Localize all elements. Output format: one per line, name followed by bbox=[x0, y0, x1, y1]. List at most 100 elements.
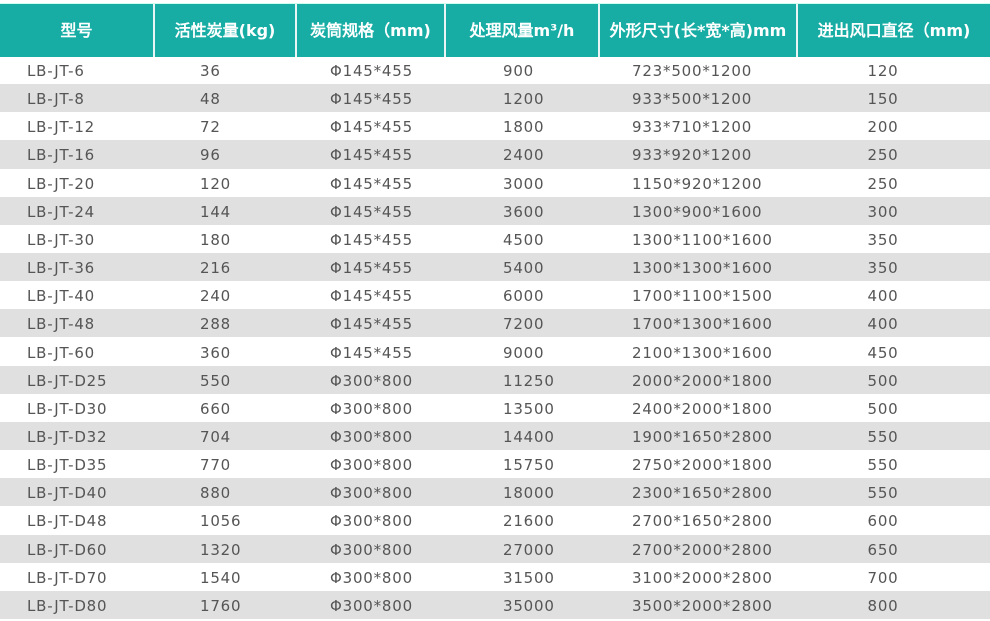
cell-carbon-amount: 180 bbox=[200, 230, 232, 249]
table-row: LB-JT-D32 704 Φ300*800 14400 1900*1650*2800 5… bbox=[0, 421, 990, 451]
cell-dimensions: 723*500*1200 bbox=[632, 62, 753, 80]
cell-model: LB-JT-40 bbox=[27, 287, 96, 306]
table-row: LB-JT-D35 770 Φ300*800 15750 2750*2000*1800 5… bbox=[0, 450, 990, 478]
cell-dimensions: 3100*2000*2800 bbox=[632, 568, 773, 587]
cell-model: LB-JT-16 bbox=[27, 146, 96, 165]
cell-dimensions: 3500*2000*2800 bbox=[632, 596, 773, 615]
cell-carbon-amount: 216 bbox=[200, 259, 232, 278]
cell-port-diameter: 800 bbox=[867, 596, 899, 615]
cell-cartridge-spec: Φ300*800 bbox=[330, 456, 413, 475]
cell-airflow: 15750 bbox=[503, 456, 555, 475]
cell-carbon-amount: 36 bbox=[200, 62, 221, 80]
cell-port-diameter: 350 bbox=[867, 259, 899, 278]
cell-airflow: 900 bbox=[503, 62, 535, 80]
cell-port-diameter: 350 bbox=[867, 230, 899, 249]
cell-port-diameter: 500 bbox=[867, 399, 899, 418]
cell-carbon-amount: 240 bbox=[200, 287, 232, 306]
cell-dimensions: 2750*2000*1800 bbox=[632, 456, 773, 475]
cell-dimensions: 1300*1300*1600 bbox=[632, 259, 773, 278]
cell-airflow: 4500 bbox=[503, 230, 545, 249]
cell-model: LB-JT-36 bbox=[27, 259, 96, 278]
cell-cartridge-spec: Φ145*455 bbox=[330, 174, 413, 193]
cell-airflow: 11250 bbox=[503, 371, 555, 390]
table-row: LB-JT-60 360 Φ145*455 9000 2100*1300*1600 450 bbox=[0, 338, 990, 366]
cell-cartridge-spec: Φ145*455 bbox=[330, 230, 413, 249]
cell-airflow: 14400 bbox=[503, 427, 555, 446]
cell-airflow: 31500 bbox=[503, 568, 555, 587]
cell-port-diameter: 250 bbox=[867, 174, 899, 193]
cell-carbon-amount: 550 bbox=[200, 371, 232, 390]
cell-airflow: 3000 bbox=[503, 174, 545, 193]
table-row: LB-JT-D80 1760 Φ300*800 35000 3500*2000*2800… bbox=[0, 590, 990, 619]
table-row: LB-JT-20 120 Φ145*455 3000 1150*920*1200 250 bbox=[0, 169, 990, 197]
cell-port-diameter: 650 bbox=[867, 540, 899, 559]
cell-cartridge-spec: Φ145*455 bbox=[330, 315, 413, 334]
cell-carbon-amount: 360 bbox=[200, 343, 232, 362]
cell-dimensions: 2100*1300*1600 bbox=[632, 343, 773, 362]
cell-port-diameter: 500 bbox=[867, 371, 899, 390]
cell-cartridge-spec: Φ145*455 bbox=[330, 62, 413, 80]
cell-cartridge-spec: Φ145*455 bbox=[330, 202, 413, 221]
cell-carbon-amount: 48 bbox=[200, 90, 221, 109]
cell-airflow: 35000 bbox=[503, 596, 555, 615]
cell-port-diameter: 550 bbox=[867, 484, 899, 503]
cell-dimensions: 2000*2000*1800 bbox=[632, 371, 773, 390]
table-row: LB-JT-D30 660 Φ300*800 13500 2400*2000*1800 5… bbox=[0, 394, 990, 422]
cell-model: LB-JT-20 bbox=[27, 174, 96, 193]
cell-port-diameter: 120 bbox=[867, 62, 899, 80]
cell-dimensions: 933*500*1200 bbox=[632, 90, 753, 109]
cell-model: LB-JT-D70 bbox=[27, 568, 108, 587]
cell-port-diameter: 550 bbox=[867, 427, 899, 446]
table-row: LB-JT-D70 1540 Φ300*800 31500 3100*2000*2800… bbox=[0, 563, 990, 591]
cell-dimensions: 1700*1100*1500 bbox=[632, 287, 773, 306]
table-row: LB-JT-D48 1056 Φ300*800 21600 2700*1650*2800… bbox=[0, 506, 990, 534]
cell-port-diameter: 550 bbox=[867, 456, 899, 475]
cell-airflow: 1200 bbox=[503, 90, 545, 109]
cell-carbon-amount: 880 bbox=[200, 484, 232, 503]
cell-model: LB-JT-30 bbox=[27, 230, 96, 249]
cell-model: LB-JT-D40 bbox=[27, 484, 108, 503]
cell-cartridge-spec: Φ300*800 bbox=[330, 484, 413, 503]
cell-carbon-amount: 704 bbox=[200, 427, 232, 446]
table-row: LB-JT-48 288 Φ145*455 7200 1700*1300*1600 400 bbox=[0, 309, 990, 338]
cell-airflow: 5400 bbox=[503, 259, 545, 278]
table-row: LB-JT-D25 550 Φ300*800 11250 2000*2000*1800 5… bbox=[0, 365, 990, 394]
cell-airflow: 6000 bbox=[503, 287, 545, 306]
cell-carbon-amount: 1760 bbox=[200, 596, 242, 615]
cell-model: LB-JT-D60 bbox=[27, 540, 108, 559]
cell-port-diameter: 300 bbox=[867, 202, 899, 221]
cell-airflow: 21600 bbox=[503, 512, 555, 531]
cell-airflow: 9000 bbox=[503, 343, 545, 362]
cell-cartridge-spec: Φ300*800 bbox=[330, 427, 413, 446]
cell-model: LB-JT-D32 bbox=[27, 427, 108, 446]
cell-cartridge-spec: Φ300*800 bbox=[330, 371, 413, 390]
cell-airflow: 2400 bbox=[503, 146, 545, 165]
cell-model: LB-JT-D25 bbox=[27, 371, 108, 390]
cell-cartridge-spec: Φ145*455 bbox=[330, 259, 413, 278]
cell-model: LB-JT-48 bbox=[27, 315, 96, 334]
cell-cartridge-spec: Φ145*455 bbox=[330, 90, 413, 109]
cell-carbon-amount: 1540 bbox=[200, 568, 242, 587]
table-row: LB-JT-24 144 Φ145*455 3600 1300*900*1600 300 bbox=[0, 196, 990, 225]
table-row: LB-JT-16 96 Φ145*455 2400 933*920*1200 250 bbox=[0, 140, 990, 169]
cell-dimensions: 1150*920*1200 bbox=[632, 174, 763, 193]
cell-dimensions: 2700*2000*2800 bbox=[632, 540, 773, 559]
cell-model: LB-JT-24 bbox=[27, 202, 96, 221]
cell-port-diameter: 450 bbox=[867, 343, 899, 362]
table-row: LB-JT-36 216 Φ145*455 5400 1300*1300*1600 350 bbox=[0, 253, 990, 282]
cell-dimensions: 2400*2000*1800 bbox=[632, 399, 773, 418]
cell-model: LB-JT-D30 bbox=[27, 399, 108, 418]
cell-airflow: 7200 bbox=[503, 315, 545, 334]
cell-airflow: 3600 bbox=[503, 202, 545, 221]
cell-carbon-amount: 144 bbox=[200, 202, 232, 221]
cell-model: LB-JT-D35 bbox=[27, 456, 108, 475]
cell-cartridge-spec: Φ300*800 bbox=[330, 512, 413, 531]
cell-cartridge-spec: Φ145*455 bbox=[330, 146, 413, 165]
table-row: LB-JT-40 240 Φ145*455 6000 1700*1100*1500 400 bbox=[0, 281, 990, 309]
cell-model: LB-JT-D80 bbox=[27, 596, 108, 615]
table-row: LB-JT-D60 1320 Φ300*800 27000 2700*2000*2800… bbox=[0, 534, 990, 563]
cell-dimensions: 1300*1100*1600 bbox=[632, 230, 773, 249]
cell-airflow: 18000 bbox=[503, 484, 555, 503]
cell-cartridge-spec: Φ300*800 bbox=[330, 568, 413, 587]
cell-dimensions: 1900*1650*2800 bbox=[632, 427, 773, 446]
